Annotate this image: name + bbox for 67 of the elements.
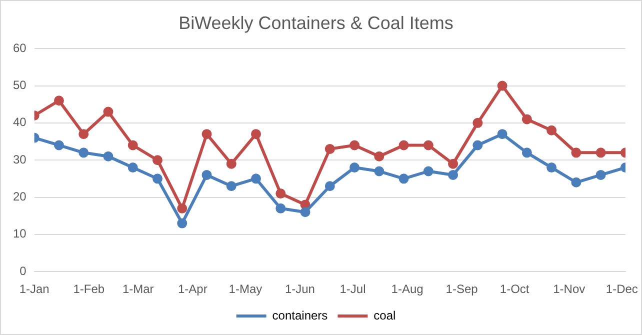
point [571,148,582,158]
point [472,118,483,128]
point [103,151,114,162]
point [54,140,64,150]
point [324,144,335,154]
point [571,177,582,188]
point [472,140,483,150]
point [350,140,360,150]
x-tick-label: 1-Apr [178,282,208,296]
x-tick-label: 1-Nov [553,282,586,296]
point [54,96,64,106]
point [374,151,384,162]
x-tick-label: 1-Aug [391,282,424,296]
x-tick-label: 1-Oct [500,282,530,296]
point [276,203,286,214]
point [78,129,89,140]
point [128,140,138,150]
point [78,148,89,158]
point [497,129,508,140]
x-tick-label: 1-Jun [284,282,315,296]
point [546,125,557,136]
point [226,181,236,192]
point [226,158,236,169]
point [448,170,458,180]
legend-label: coal [374,308,396,322]
point [177,203,188,214]
y-tick-label: 20 [12,190,27,204]
y-tick-label: 60 [12,40,27,55]
point [152,174,162,184]
point [202,170,212,180]
point [497,80,508,91]
point [423,166,434,176]
x-tick-label: 1-May [228,282,262,296]
point [423,140,434,150]
point [522,114,532,124]
x-tick-label: 1-Jan [19,282,50,296]
point [596,170,606,180]
point [251,129,262,140]
y-tick-label: 40 [12,115,27,130]
point [300,207,310,218]
point [398,174,409,184]
y-tick-label: 50 [12,78,27,92]
chart-title: BiWeekly Containers & Coal Items [178,12,454,33]
point [276,188,286,199]
point [202,129,212,140]
point [522,148,532,158]
point [546,162,557,173]
point [324,181,335,192]
y-tick-label: 0 [20,264,27,278]
legend-label: containers [272,308,328,322]
x-tick-label: 1-Mar [122,282,154,296]
point [398,140,409,150]
point [596,148,606,158]
point [128,162,138,173]
x-tick-label: 1-Feb [73,282,105,296]
point [152,155,162,166]
point [374,166,384,176]
point [251,174,262,184]
point [103,106,114,117]
y-tick-label: 10 [12,226,27,241]
point [350,162,360,173]
x-tick-label: 1-Jul [340,282,366,296]
point [177,218,188,228]
x-tick-label: 1-Sep [446,282,478,296]
point [448,158,458,169]
y-tick-label: 30 [12,152,27,166]
x-tick-label: 1-Dec [606,282,638,296]
